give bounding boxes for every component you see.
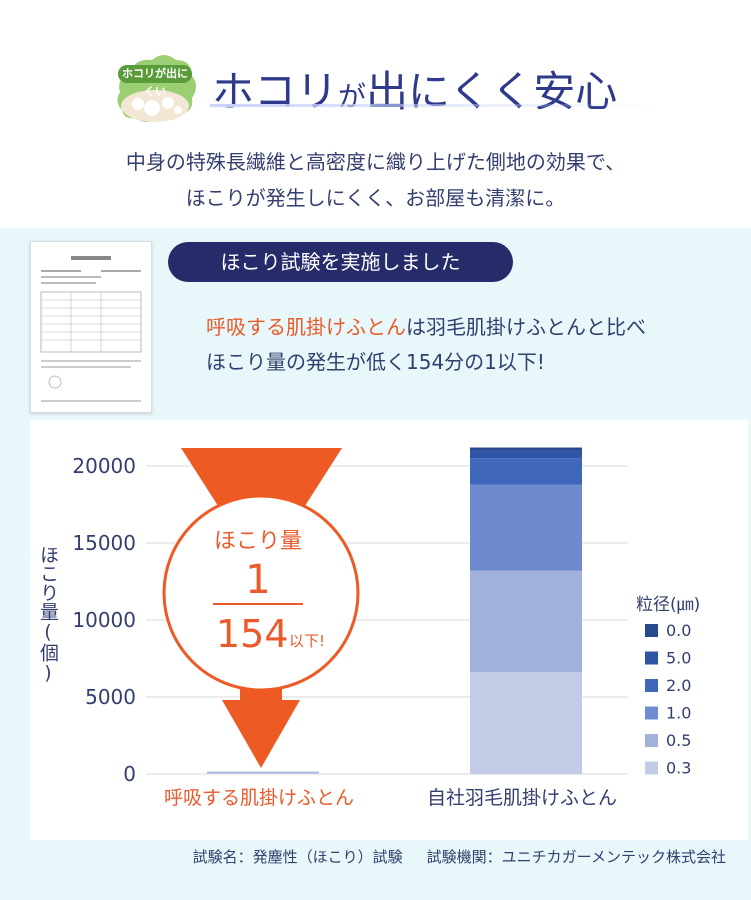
title-part3: 出にくく安心 xyxy=(366,67,618,116)
test-name: 試験名：発塵性（ほこり）試験 xyxy=(192,848,403,866)
comparison-text: は羽毛肌掛けふとんと比べ xyxy=(406,315,646,339)
callout-circle xyxy=(162,494,360,692)
callout-label: ほこり量 xyxy=(214,529,302,554)
legend-label: 1.0 xyxy=(666,704,691,723)
test-report-document-icon xyxy=(30,241,152,413)
bar-segment-0_0-2 xyxy=(470,447,582,451)
title-part1: ホコリ xyxy=(212,67,339,116)
bar-segment-0_5-2 xyxy=(470,570,582,673)
callout-suffix: 以下! xyxy=(289,632,325,650)
test-conducted-pill: ほこり試験を実施しました xyxy=(168,242,513,282)
lead-line-2: ほこりが発生しにくく、お部屋も清潔に。 xyxy=(185,186,566,210)
y-tick-label: 5000 xyxy=(85,685,136,709)
legend-swatch xyxy=(645,761,658,775)
legend-label: 5.0 xyxy=(666,649,691,668)
page-title: ホコリ が 出にくく安心 xyxy=(212,58,617,116)
legend-label: 2.0 xyxy=(666,676,691,695)
arrow-down-icon xyxy=(222,700,300,768)
test-description-line-2: ほこり量の発生が低く154分の1以下! xyxy=(206,350,545,374)
test-description-line-1: 呼吸する肌掛けふとんは羽毛肌掛けふとんと比べ xyxy=(206,311,646,340)
legend-swatch xyxy=(645,706,658,720)
x-category-label: 呼吸する肌掛けふとん xyxy=(164,787,354,809)
legend-swatch xyxy=(645,734,658,747)
legend-label: 0.3 xyxy=(666,759,691,778)
badge-label: ホコリが出にくい xyxy=(118,65,192,98)
legend-swatch xyxy=(645,651,658,665)
bar-segment-0_3-2 xyxy=(470,672,582,774)
x-category-label: 自社羽毛肌掛けふとん xyxy=(427,787,617,809)
callout-denominator: 154 xyxy=(216,612,289,656)
legend-swatch xyxy=(645,679,658,692)
callout-numerator: 1 xyxy=(245,557,270,603)
bar-segment-0_3-1 xyxy=(207,772,319,774)
callout-funnel-shape xyxy=(181,448,342,520)
title-underline xyxy=(210,104,660,107)
legend-label: 0.0 xyxy=(666,621,691,640)
bar-segment-2_0-2 xyxy=(470,458,582,485)
bar-segment-5_0-2 xyxy=(470,450,582,459)
footer: 試験名：発塵性（ほこり）試験 試験機関：ユニチカガーメンテック株式会社 xyxy=(0,846,726,867)
bar-segment-1_0-2 xyxy=(470,484,582,571)
legend-title: 粒径(㎛) xyxy=(636,595,700,615)
y-axis-label: ほこり量(個) xyxy=(37,545,59,684)
chart-panel xyxy=(30,420,748,840)
legend-swatch xyxy=(645,624,658,637)
lead-line-1: 中身の特殊長繊維と高密度に織り上げた側地の効果で、 xyxy=(125,150,626,174)
y-tick-label: 10000 xyxy=(72,608,136,632)
test-institution: 試験機関：ユニチカガーメンテック株式会社 xyxy=(426,848,726,866)
product-name-highlight: 呼吸する肌掛けふとん xyxy=(206,315,406,339)
legend-label: 0.5 xyxy=(666,731,691,750)
title-part2: が xyxy=(338,80,367,113)
y-tick-label: 15000 xyxy=(72,531,136,555)
y-tick-label: 20000 xyxy=(72,454,136,478)
y-tick-label: 0 xyxy=(123,762,136,786)
